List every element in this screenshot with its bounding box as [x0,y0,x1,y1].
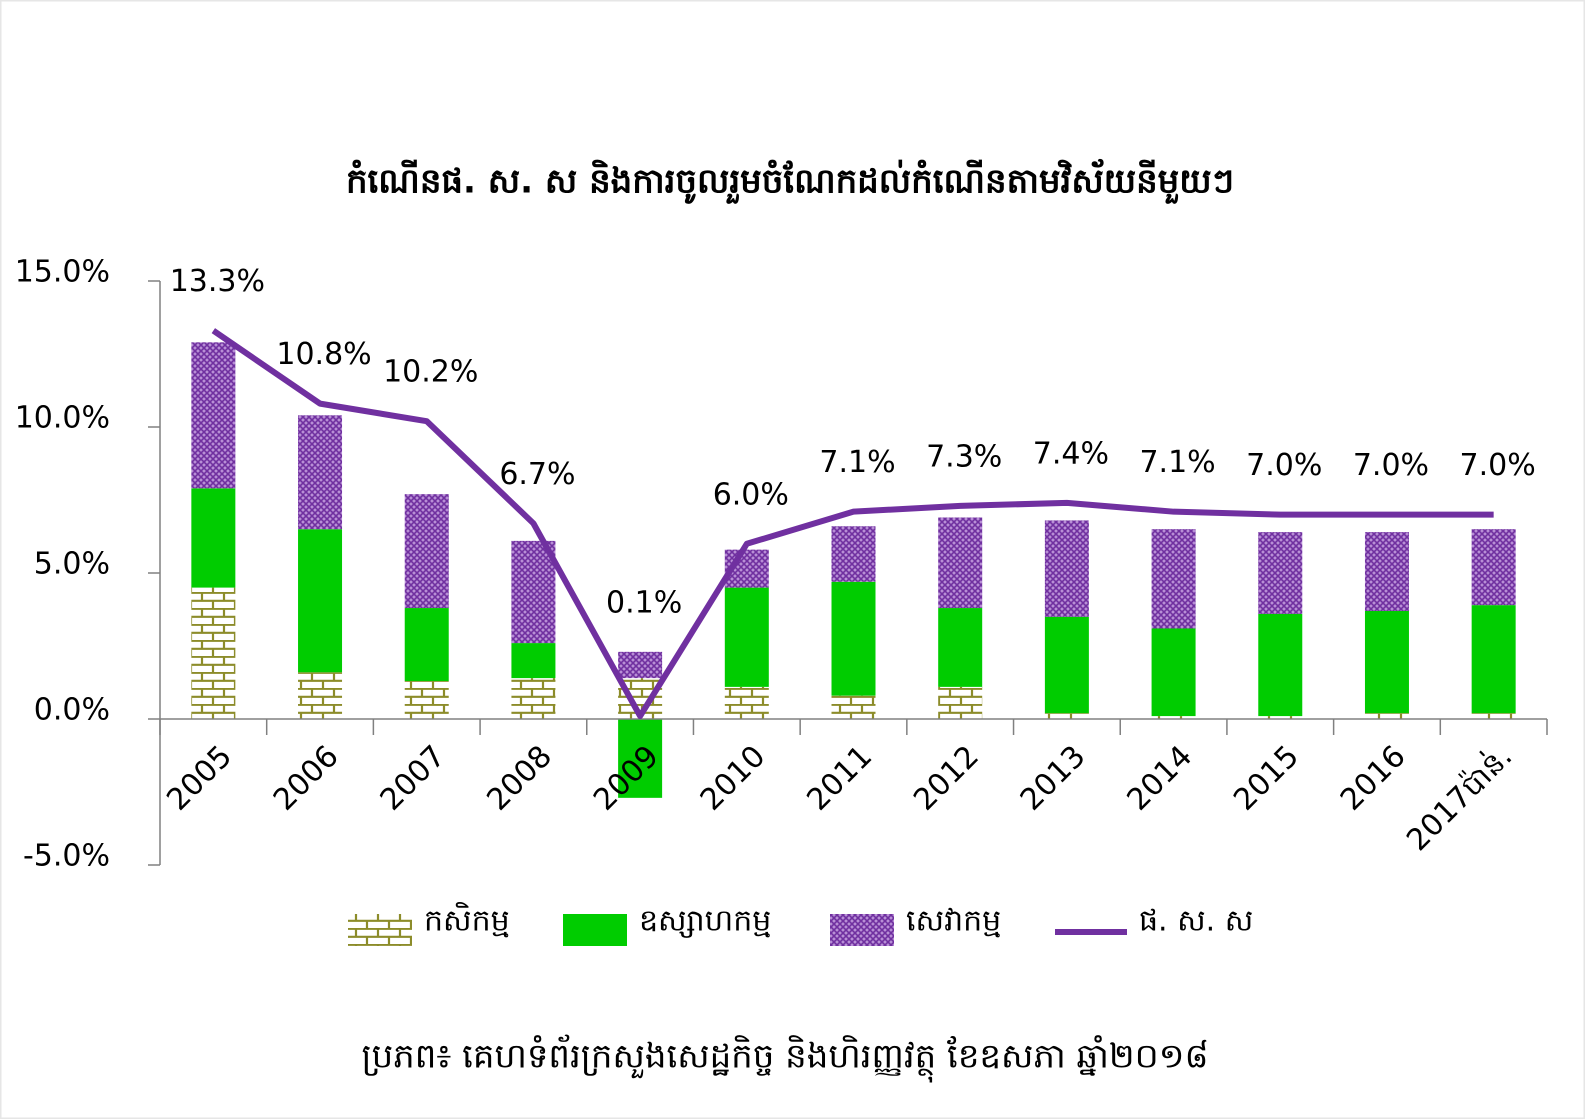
bar-segment [1364,713,1409,719]
y-tick-label: 0.0% [34,693,110,728]
bar-segment [298,529,343,673]
data-label: 13.3% [170,264,265,299]
legend-swatch [563,914,627,946]
data-label: 6.7% [499,457,575,492]
y-tick-label: 10.0% [15,401,110,436]
bar-segment [1151,716,1196,719]
y-tick-label: -5.0% [23,839,110,874]
bar-segment [831,695,876,719]
bar-segment [404,608,449,682]
legend-swatch [830,914,894,946]
legend-label: កសិកម្ម [424,902,510,939]
bar-segment [938,608,983,687]
data-label: 10.2% [383,355,478,390]
bar-segment [298,415,343,530]
data-label: 7.3% [926,439,1002,474]
bar-segment [618,719,663,798]
data-label: 7.0% [1353,448,1429,483]
data-label: 7.1% [819,445,895,480]
bar-segment [1471,529,1516,606]
chart-title: កំណើនផ. ស. ស និងការចូលរួមចំណែកដល់កំណើនតា… [346,159,1234,205]
legend-label: ឧស្សាហកម្ម [639,904,771,939]
bar-segment [404,681,449,719]
data-label: 7.4% [1033,436,1109,471]
bar-segment [938,686,983,719]
bar-segment [1471,605,1516,714]
source-note: ប្រភព៖ គេហទំព័រក្រសួងសេដ្ឋកិច្ច និងហិរញ្… [361,1034,1208,1083]
bar-segment [1258,716,1303,719]
bar-segment [724,686,769,719]
legend-swatch [348,914,412,946]
bar-segment [404,494,449,609]
data-label: 10.8% [276,337,371,372]
bar-segment [191,587,236,719]
bar-segment [1151,628,1196,717]
bar-segment [191,342,236,489]
bar-segment [1364,610,1409,714]
bar-segment [1044,520,1089,617]
bar-segment [618,651,663,679]
bar-segment [1044,616,1089,714]
bar-segment [831,581,876,696]
bar-segment [511,678,556,719]
bar-segment [511,540,556,644]
data-label: 6.0% [713,477,789,512]
y-tick-label: 15.0% [15,255,110,290]
bar-segment [938,517,983,609]
bar-segment [724,587,769,687]
y-tick-label: 5.0% [34,547,110,582]
data-label: 0.1% [606,585,682,620]
bar-segment [1258,613,1303,717]
bar-segment [1044,713,1089,719]
data-label: 7.1% [1139,445,1215,480]
bar-segment [831,526,876,582]
bar-segment [1258,532,1303,614]
bar-segment [298,672,343,719]
data-label: 7.0% [1460,448,1536,483]
bar-segment [1364,532,1409,611]
data-label: 7.0% [1246,448,1322,483]
legend-label: សេវាកម្ម [906,904,1001,939]
bar-segment [1151,529,1196,629]
legend-label: ផ. ស. ស [1139,904,1253,939]
bar-segment [511,643,556,679]
line-series [211,328,1494,720]
bar-segment [1471,713,1516,719]
bar-segment [191,488,236,588]
